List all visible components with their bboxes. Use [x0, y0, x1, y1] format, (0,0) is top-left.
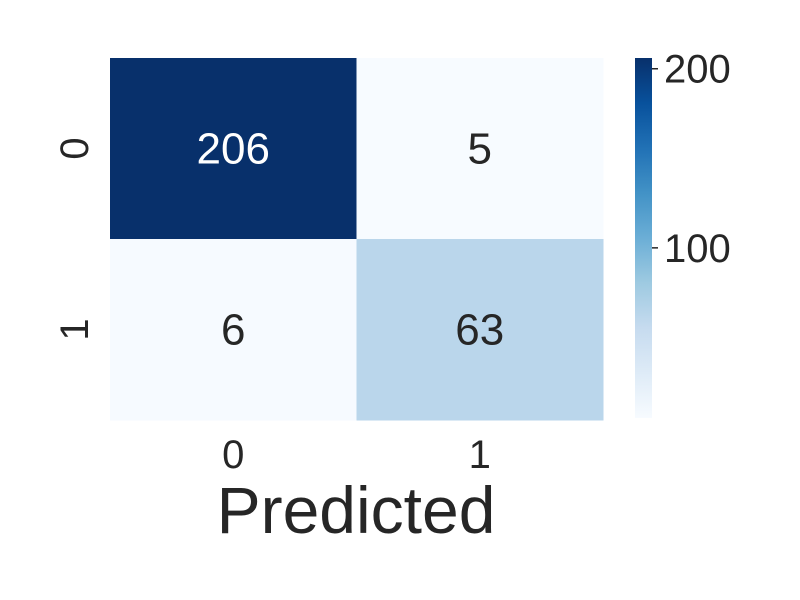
cell-value-0-1: 5 — [468, 125, 492, 174]
x-axis-label: Predicted — [217, 473, 496, 547]
colorbar-tick-label-200: 200 — [664, 48, 731, 92]
y-tick-label-0: 0 — [53, 137, 97, 159]
cell-value-1-0: 6 — [221, 306, 245, 355]
heatmap-cell-0-1 — [356, 58, 604, 240]
heatmap-cell-1-1 — [356, 239, 604, 421]
x-tick-label-1: 1 — [469, 433, 491, 477]
heatmap-cell-0-0 — [110, 58, 357, 240]
cell-value-1-1: 63 — [455, 306, 504, 355]
heatmap-cell-1-0 — [110, 239, 357, 421]
heatmap-cells — [110, 58, 604, 421]
colorbar-gradient — [635, 58, 652, 418]
y-tick-label-1: 1 — [53, 318, 97, 340]
y-tick-labels: 01 — [53, 137, 97, 340]
x-tick-label-0: 0 — [222, 433, 244, 477]
colorbar: 100 200 — [635, 48, 731, 418]
cell-value-0-0: 206 — [197, 125, 270, 174]
colorbar-tick-label-100: 100 — [664, 227, 731, 271]
heatmap-annotations: 206 5 6 63 — [197, 125, 505, 355]
